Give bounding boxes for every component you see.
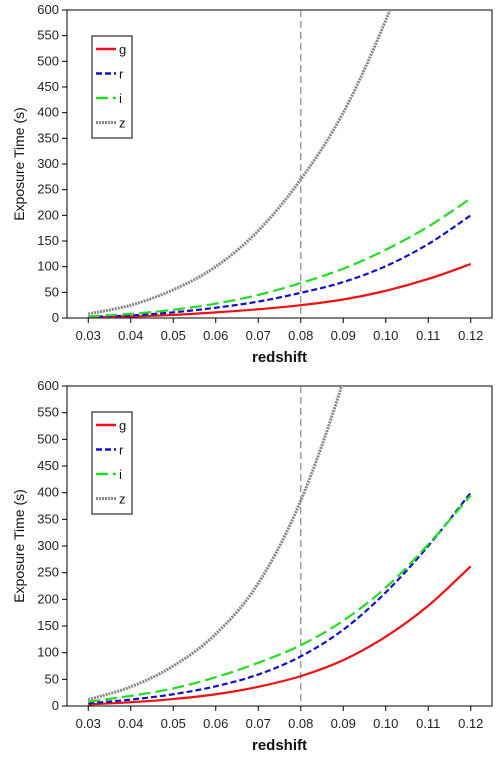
chart1-x-tick-label: 0.09 [331, 716, 356, 731]
chart0-series-g-line [88, 263, 472, 318]
chart0-x-tick-label: 0.07 [246, 328, 271, 343]
chart1-y-tick-label: 250 [37, 565, 59, 580]
chart1-y-tick-label: 350 [37, 511, 59, 526]
chart0-legend-label-i: i [119, 91, 122, 106]
chart1-y-tick-label: 500 [37, 431, 59, 446]
chart0-legend-label-r: r [119, 67, 124, 82]
chart0-series-z-line [87, 10, 392, 316]
chart1-legend-label-g: g [119, 418, 126, 433]
chart1-x-tick-label: 0.10 [373, 716, 398, 731]
chart1-y-tick-label: 550 [37, 405, 59, 420]
chart1-x-tick-label: 0.06 [203, 716, 228, 731]
chart0-x-tick-label: 0.10 [373, 328, 398, 343]
chart0-series-r-line [88, 214, 472, 318]
chart-bottom: 0 50 100 150 200 250 300 350 400 450 500 550 600 0.03… [11, 378, 493, 754]
chart0-y-tick-label: 500 [37, 53, 59, 68]
chart1-y-tick-label: 400 [37, 485, 59, 500]
chart1-x-tick-label: 0.03 [76, 716, 101, 731]
chart1-legend-label-r: r [119, 443, 124, 458]
chart-top: 0 50 100 150 200 250 300 350 400 450 500 550 600 0.03… [11, 2, 493, 366]
chart0-x-tick-label: 0.04 [118, 328, 143, 343]
chart0-legend-label-z: z [119, 116, 126, 131]
chart0-y-tick-label: 0 [52, 310, 59, 325]
chart1-x-tick-label: 0.08 [288, 716, 313, 731]
chart1-y-tick-label: 100 [37, 645, 59, 660]
chart1-x-tick-label: 0.12 [458, 716, 483, 731]
chart1-x-tick-label: 0.07 [246, 716, 271, 731]
chart1-legend-label-z: z [119, 492, 126, 507]
chart1-series-i-line [88, 494, 472, 703]
chart0-y-tick-label: 250 [37, 182, 59, 197]
chart1-y-tick-label: 200 [37, 591, 59, 606]
chart0-x-tick-label: 0.05 [161, 328, 186, 343]
chart0-y-tick-label: 200 [37, 207, 59, 222]
chart1-x-tick-label: 0.05 [161, 716, 186, 731]
chart1-y-tick-label: 50 [45, 671, 59, 686]
chart1-series-g-line [88, 565, 472, 706]
chart0-x-tick-label: 0.09 [331, 328, 356, 343]
chart0-y-tick-label: 50 [45, 284, 59, 299]
chart0-y-tick-label: 550 [37, 28, 59, 43]
chart1-y-tick-label: 150 [37, 618, 59, 633]
chart0-legend [91, 35, 133, 139]
chart1-series-r-line [88, 491, 472, 705]
chart0-x-tick-label: 0.08 [288, 328, 313, 343]
chart0-x-tick-label: 0.12 [458, 328, 483, 343]
chart0-y-tick-label: 450 [37, 79, 59, 94]
chart0-x-axis-label: redshift [252, 349, 307, 366]
chart0-y-axis-label: Exposure Time (s) [11, 107, 27, 221]
chart1-y-axis-label: Exposure Time (s) [11, 489, 27, 603]
chart1-y-tick-label: 300 [37, 538, 59, 553]
chart0-x-tick-label: 0.06 [203, 328, 228, 343]
chart0-y-tick-label: 150 [37, 233, 59, 248]
chart0-x-tick-label: 0.11 [416, 328, 440, 343]
chart0-y-tick-label: 400 [37, 105, 59, 120]
chart1-x-axis-label: redshift [252, 737, 307, 754]
chart0-y-tick-label: 600 [37, 2, 59, 17]
chart1-y-tick-label: 0 [52, 698, 59, 713]
chart0-y-tick-label: 100 [37, 259, 59, 274]
chart1-x-tick-label: 0.04 [118, 716, 143, 731]
chart0-x-tick-label: 0.03 [76, 328, 101, 343]
chart0-legend-label-g: g [119, 42, 126, 57]
chart1-y-tick-label: 450 [37, 458, 59, 473]
chart1-legend-label-i: i [119, 467, 122, 482]
chart0-y-tick-label: 300 [37, 156, 59, 171]
chart1-series-z-line [87, 386, 344, 702]
chart1-x-tick-label: 0.11 [416, 716, 440, 731]
chart1-y-tick-label: 600 [37, 378, 59, 393]
chart0-series-i-line [88, 197, 472, 318]
chart0-y-tick-label: 350 [37, 130, 59, 145]
